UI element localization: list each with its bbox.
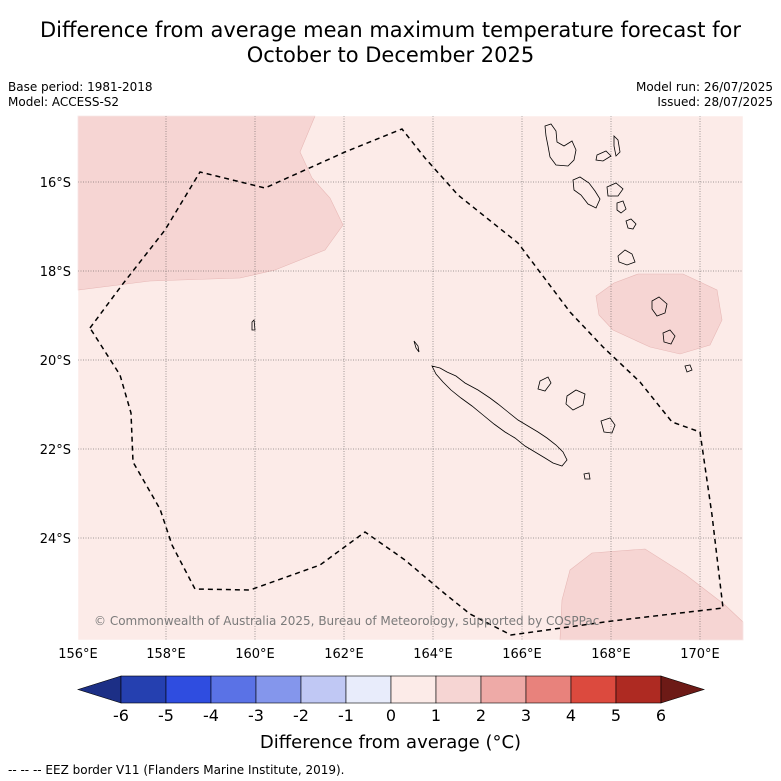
colorbar-tick-label: 4	[565, 706, 577, 725]
lat-label-16s: 16°S	[40, 176, 71, 191]
colorbar-tick-label: 2	[475, 706, 487, 725]
colorbar-segment	[525, 675, 572, 704]
colorbar-tick-label: -1	[338, 706, 354, 725]
colorbar-tick-label: -3	[248, 706, 264, 725]
colorbar-tick-label: 6	[655, 706, 667, 725]
colorbar-arrow-low	[76, 675, 122, 704]
longitude-labels: 156°E 158°E 160°E 162°E 164°E 166°E 168°…	[58, 647, 720, 662]
model-run: Model run: 26/07/2025	[635, 80, 773, 94]
colorbar-tick-label: -2	[293, 706, 309, 725]
anomaly-patch-vanuatu	[595, 273, 723, 355]
eez-border	[89, 128, 724, 636]
latitude-labels: 16°S 18°S 20°S 22°S 24°S	[40, 176, 71, 547]
colorbar-tick-label: -5	[158, 706, 174, 725]
eez-legend-note: -- -- -- EEZ border V11 (Flanders Marine…	[8, 763, 345, 777]
map-frame	[77, 115, 744, 641]
gridlines	[78, 116, 743, 640]
lon-label-166e: 166°E	[502, 647, 542, 662]
loyalty-island-lifou	[565, 389, 586, 411]
colorbar-segment	[255, 675, 302, 704]
colorbar-tick-label: -6	[113, 706, 129, 725]
colorbar-tick-label: 5	[610, 706, 622, 725]
colorbar-segment	[615, 675, 662, 704]
lon-label-170e: 170°E	[680, 647, 720, 662]
lon-label-162e: 162°E	[324, 647, 364, 662]
colorbar-segment	[570, 675, 617, 704]
colorbar-segment	[480, 675, 527, 704]
colorbar-segment	[120, 675, 167, 704]
meta-left: Base period: 1981-2018 Model: ACCESS-S2	[8, 80, 153, 110]
lon-label-164e: 164°E	[413, 647, 453, 662]
vanuatu-islands	[544, 123, 693, 373]
belep-islands	[413, 340, 420, 353]
colorbar-tick-label: 3	[520, 706, 532, 725]
loyalty-island-ouvea	[537, 376, 552, 392]
copyright-notice: © Commonwealth of Australia 2025, Bureau…	[94, 614, 600, 628]
colorbar-segment	[210, 675, 257, 704]
lat-label-24s: 24°S	[40, 532, 71, 547]
title-line-2: October to December 2025	[246, 43, 535, 67]
colorbar-arrow-high	[660, 675, 706, 704]
lon-label-160e: 160°E	[235, 647, 275, 662]
colorbar-segment	[390, 675, 437, 704]
title-line-1: Difference from average mean maximum tem…	[40, 18, 741, 42]
new-caledonia-island	[431, 365, 568, 467]
colorbar	[76, 675, 706, 704]
isle-of-pines	[583, 472, 591, 480]
loyalty-island-mare	[600, 417, 616, 434]
issued-date: Issued: 28/07/2025	[657, 95, 773, 109]
lat-label-18s: 18°S	[40, 265, 71, 280]
colorbar-segment	[435, 675, 482, 704]
meta-right: Model run: 26/07/2025 Issued: 28/07/2025	[636, 80, 773, 110]
lon-label-156e: 156°E	[58, 647, 98, 662]
anomaly-patch-southeast	[559, 548, 744, 641]
colorbar-title: Difference from average (°C)	[259, 732, 522, 753]
colorbar-segment	[165, 675, 212, 704]
model-name: Model: ACCESS-S2	[8, 95, 120, 109]
colorbar-segment	[345, 675, 392, 704]
colorbar-segment	[300, 675, 347, 704]
lon-label-168e: 168°E	[591, 647, 631, 662]
chesterfield-islet	[251, 319, 256, 331]
colorbar-tick-label: 1	[430, 706, 442, 725]
colorbar-tick-label: -4	[203, 706, 219, 725]
lat-label-20s: 20°S	[40, 354, 71, 369]
lon-label-158e: 158°E	[146, 647, 186, 662]
lat-label-22s: 22°S	[40, 443, 71, 458]
chart-title: Difference from average mean maximum tem…	[0, 18, 781, 68]
anomaly-patch-northwest	[77, 115, 344, 291]
base-period: Base period: 1981-2018	[8, 80, 153, 94]
colorbar-tick-label: 0	[385, 706, 397, 725]
